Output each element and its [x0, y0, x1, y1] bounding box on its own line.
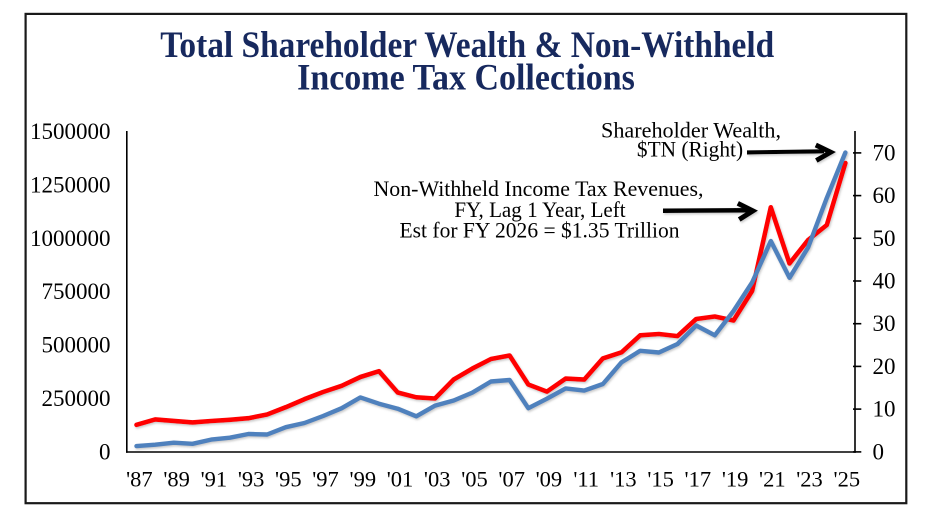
svg-text:1250000: 1250000 [30, 172, 111, 197]
svg-text:250000: 250000 [42, 386, 111, 411]
svg-text:500000: 500000 [42, 333, 111, 358]
svg-text:20: 20 [873, 354, 896, 379]
svg-text:'19: '19 [722, 467, 749, 492]
svg-text:'87: '87 [126, 467, 153, 492]
svg-text:'97: '97 [312, 467, 339, 492]
svg-text:'17: '17 [685, 467, 712, 492]
svg-text:'15: '15 [647, 467, 674, 492]
svg-text:'09: '09 [536, 467, 563, 492]
svg-text:10: 10 [873, 397, 896, 422]
svg-text:'99: '99 [350, 467, 377, 492]
svg-text:'21: '21 [759, 467, 786, 492]
svg-text:750000: 750000 [42, 279, 111, 304]
svg-text:'01: '01 [387, 467, 414, 492]
svg-text:1500000: 1500000 [30, 119, 111, 144]
svg-text:'05: '05 [461, 467, 488, 492]
svg-text:'11: '11 [573, 467, 599, 492]
svg-text:'93: '93 [238, 467, 265, 492]
svg-text:Est for FY 2026 = $1.35 Trilli: Est for FY 2026 = $1.35 Trillion [400, 218, 680, 243]
svg-text:50: 50 [873, 226, 896, 251]
svg-text:$TN (Right): $TN (Right) [637, 137, 743, 162]
svg-text:'25: '25 [834, 467, 861, 492]
svg-text:60: 60 [873, 183, 896, 208]
svg-text:0: 0 [99, 440, 111, 465]
svg-text:'89: '89 [163, 467, 190, 492]
svg-text:1000000: 1000000 [30, 226, 111, 251]
svg-text:Income Tax Collections: Income Tax Collections [297, 58, 635, 99]
svg-text:30: 30 [873, 311, 896, 336]
svg-text:Shareholder Wealth,: Shareholder Wealth, [601, 117, 781, 142]
svg-text:0: 0 [873, 439, 885, 464]
svg-text:'23: '23 [796, 467, 823, 492]
svg-text:'91: '91 [201, 467, 228, 492]
svg-text:'95: '95 [275, 467, 302, 492]
svg-text:70: 70 [873, 140, 896, 165]
svg-text:40: 40 [873, 269, 896, 294]
svg-text:Non-Withheld Income Tax Revenu: Non-Withheld Income Tax Revenues, [374, 176, 704, 201]
svg-text:Total Shareholder Wealth & Non: Total Shareholder Wealth & Non-Withheld [160, 25, 774, 66]
svg-text:'07: '07 [498, 467, 525, 492]
svg-text:'13: '13 [610, 467, 637, 492]
svg-text:FY, Lag 1 Year, Left: FY, Lag 1 Year, Left [454, 197, 625, 222]
svg-text:'03: '03 [424, 467, 451, 492]
